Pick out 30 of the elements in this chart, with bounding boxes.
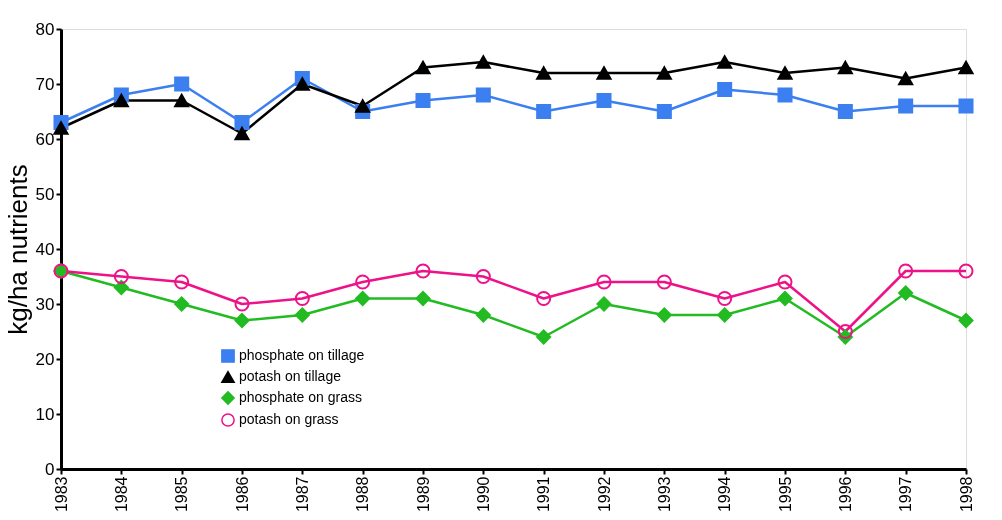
x-tick-label: 1993 — [655, 476, 673, 513]
y-tick-label: 20 — [35, 349, 55, 369]
y-tick-label: 30 — [35, 294, 55, 314]
y-tick-label: 10 — [35, 404, 55, 424]
x-tick-label: 1986 — [233, 476, 251, 513]
x-tick-label: 1996 — [836, 476, 854, 513]
y-tick-label: 50 — [35, 184, 55, 204]
x-tick-label: 1989 — [414, 476, 432, 513]
x-tick-label: 1995 — [776, 476, 794, 513]
legend-label: potash on grass — [239, 411, 339, 427]
x-tick-label: 1987 — [293, 476, 311, 513]
x-tick-label: 1991 — [535, 476, 553, 513]
x-tick-label: 1998 — [957, 476, 975, 513]
y-tick-label: 40 — [35, 239, 55, 259]
y-tick-label: 0 — [45, 459, 55, 479]
x-tick-label: 1983 — [52, 476, 70, 513]
x-tick-label: 1994 — [716, 476, 734, 513]
y-axis-title: kg/ha nutrients — [2, 164, 33, 335]
legend-label: phosphate on tillage — [239, 347, 365, 363]
legend-label: phosphate on grass — [239, 389, 362, 405]
x-tick-label: 1992 — [595, 476, 613, 513]
x-tick-label: 1988 — [354, 476, 372, 513]
y-tick-label: 80 — [35, 19, 55, 39]
x-tick-label: 1997 — [897, 476, 915, 513]
legend-label: potash on tillage — [239, 368, 342, 384]
x-tick-label: 1985 — [173, 476, 191, 513]
x-tick-label: 1984 — [112, 476, 130, 513]
y-tick-label: 60 — [35, 129, 55, 149]
y-tick-label: 70 — [35, 74, 55, 94]
x-tick-label: 1990 — [474, 476, 492, 513]
